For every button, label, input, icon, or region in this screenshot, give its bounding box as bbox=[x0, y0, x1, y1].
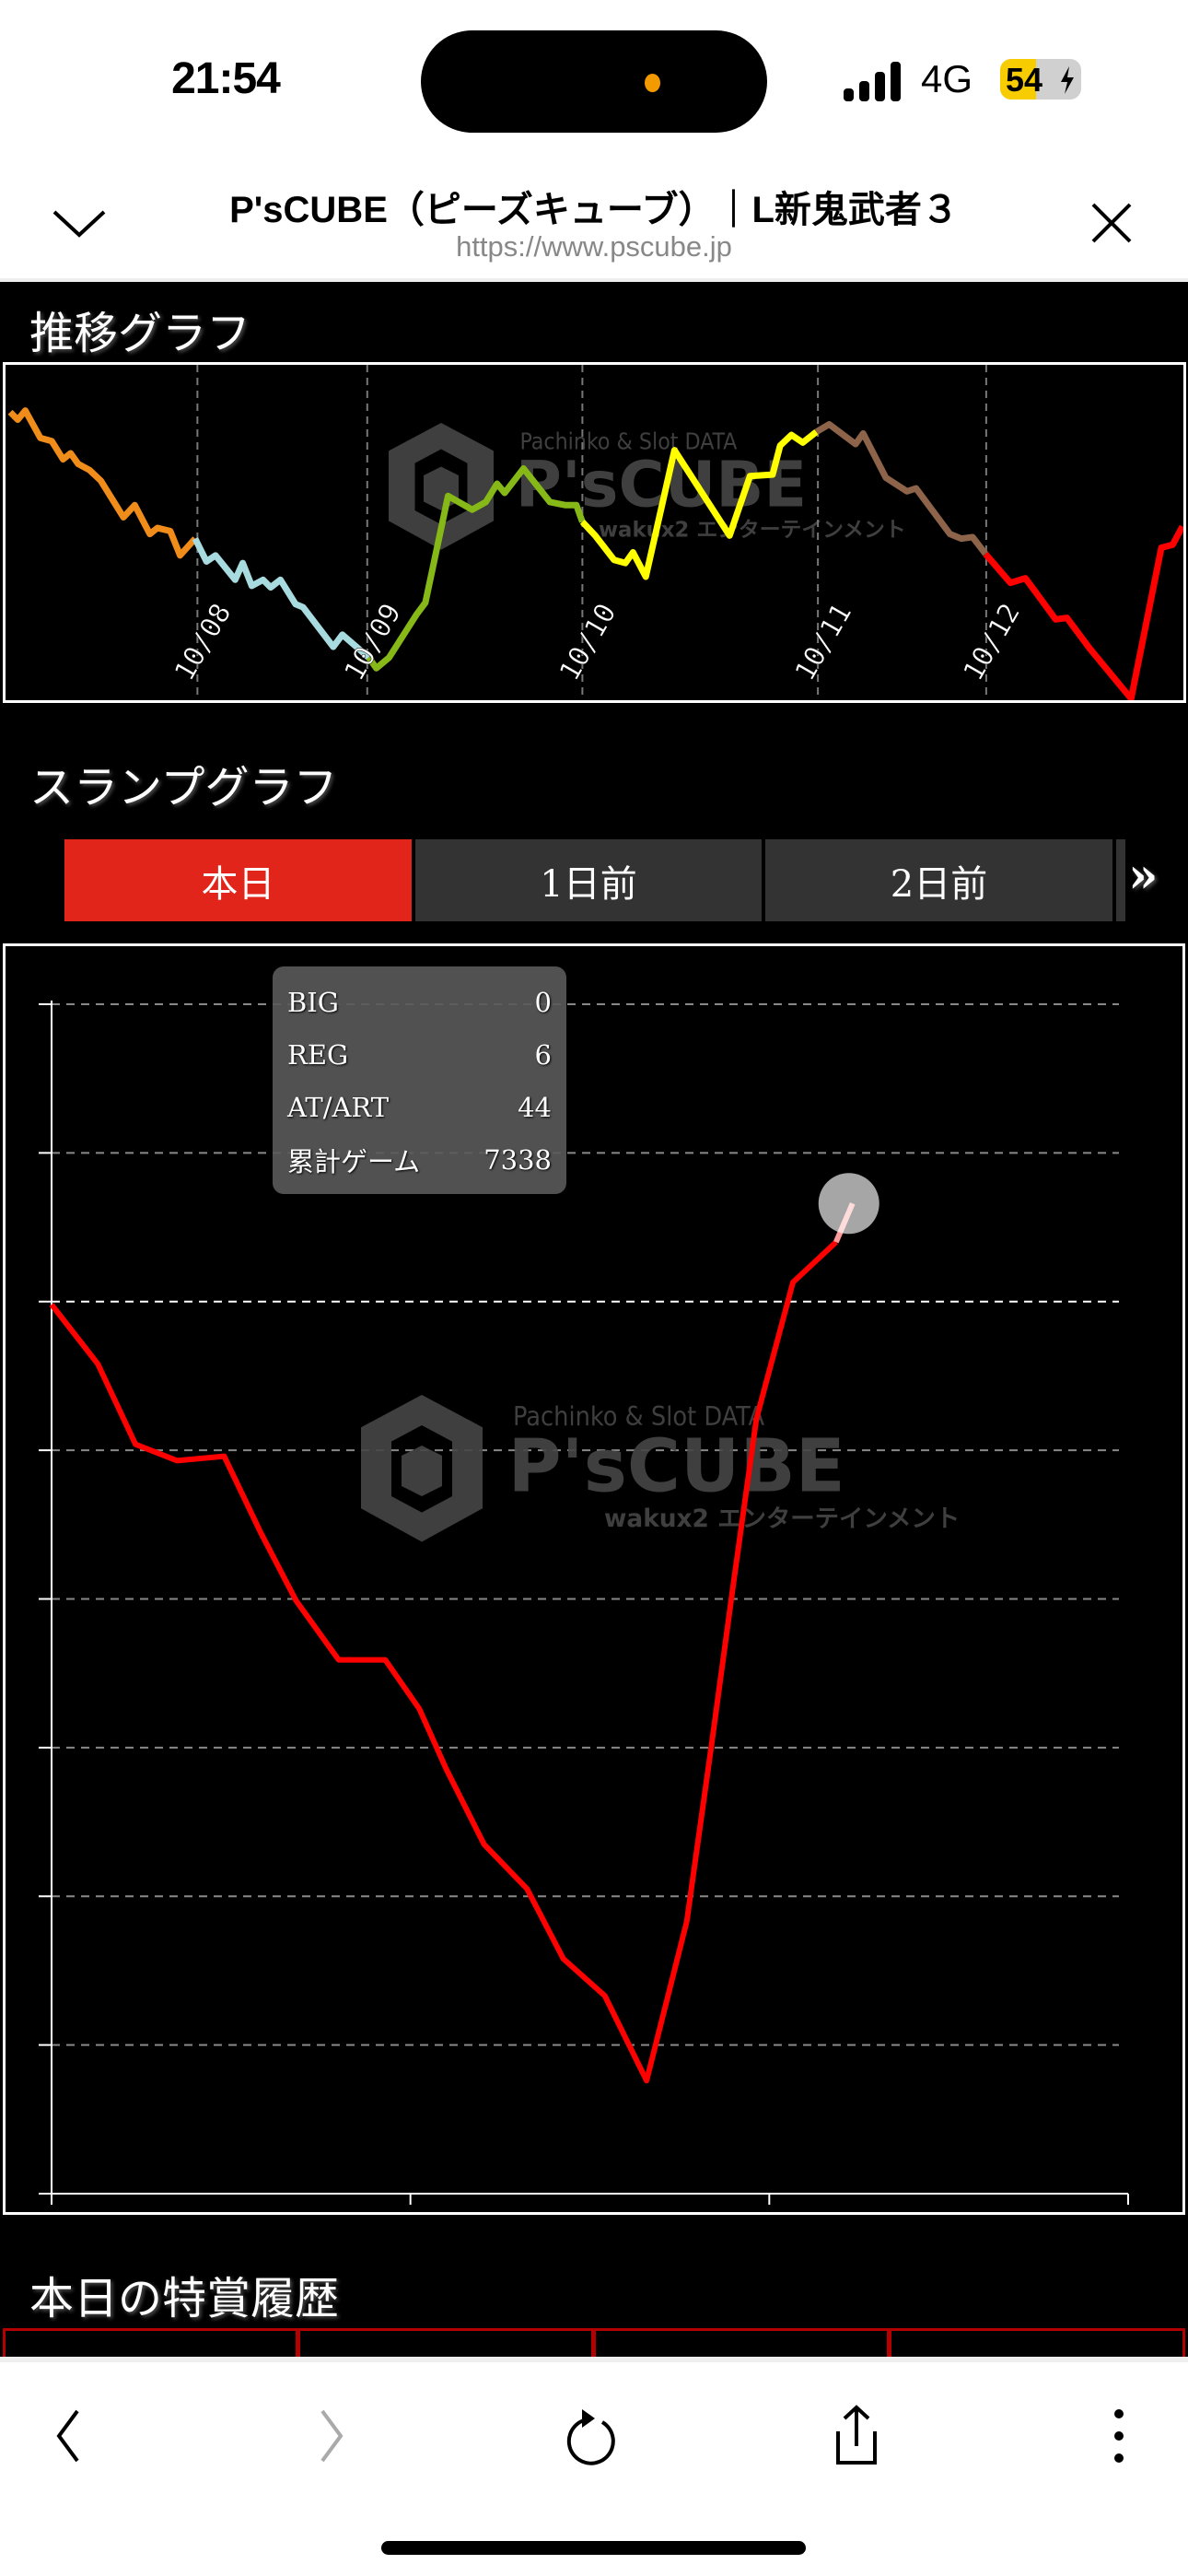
trend-series-1 bbox=[192, 537, 371, 661]
tooltip-row-big: BIG 0 bbox=[287, 976, 552, 1028]
forward-button[interactable] bbox=[295, 2399, 368, 2473]
cube-logo-icon bbox=[402, 1446, 442, 1496]
tooltip-row-at-art: AT/ART 44 bbox=[287, 1081, 552, 1133]
trend-graph: Pachinko & Slot DATA P'sCUBE wakux2 エンターテイ… bbox=[3, 362, 1186, 703]
history-table-cell bbox=[3, 2328, 298, 2357]
watermark-company: wakux2 エンターテインメント bbox=[604, 1505, 960, 1533]
tooltip-label: BIG bbox=[287, 986, 339, 1018]
history-table-cell bbox=[593, 2328, 890, 2357]
watermark-company: wakux2 エンターテインメント bbox=[599, 519, 906, 543]
tooltip-row-reg: REG 6 bbox=[287, 1028, 552, 1081]
tooltip-value: 6 bbox=[534, 1038, 552, 1071]
history-heading: 本日の特賞履歴 bbox=[29, 2273, 340, 2324]
trend-series-2 bbox=[366, 465, 586, 672]
watermark-brand: P'sCUBE bbox=[508, 1423, 845, 1509]
slump-line bbox=[49, 1240, 838, 2084]
tooltip-label: REG bbox=[287, 1038, 349, 1071]
tab-today[interactable]: 本日 bbox=[64, 839, 412, 921]
date-label: 10/10 bbox=[553, 598, 623, 686]
reload-button[interactable] bbox=[556, 2399, 630, 2473]
forward-icon bbox=[320, 2409, 344, 2463]
page-title: P'sCUBE（ピーズキューブ）｜L新鬼武者３ bbox=[229, 190, 959, 230]
tooltip-label: AT/ART bbox=[287, 1091, 390, 1123]
watermark-tagline: Pachinko & Slot DATA bbox=[520, 428, 739, 455]
trend-series-5 bbox=[983, 524, 1183, 700]
date-label: 10/08 bbox=[169, 598, 238, 686]
dynamic-island bbox=[421, 30, 767, 133]
signal-icon bbox=[844, 62, 901, 101]
trend-heading: 推移グラフ bbox=[29, 308, 251, 359]
tooltip-label: 累計ゲーム bbox=[287, 1145, 421, 1177]
more-button[interactable] bbox=[1082, 2399, 1156, 2473]
more-tabs-button[interactable]: » bbox=[1128, 848, 1159, 904]
battery-icon: 54 bbox=[1000, 59, 1081, 100]
chevron-down-icon[interactable] bbox=[52, 209, 107, 239]
tab-2-days-ago[interactable]: 2日前 bbox=[765, 839, 1112, 921]
back-button[interactable] bbox=[31, 2399, 105, 2473]
home-indicator[interactable] bbox=[381, 2541, 806, 2555]
watermark-tagline: Pachinko & Slot DATA bbox=[513, 1400, 765, 1432]
tooltip-value: 7338 bbox=[483, 1143, 552, 1176]
date-label: 10/12 bbox=[958, 598, 1027, 686]
tab-1-day-ago[interactable]: 1日前 bbox=[415, 839, 762, 921]
share-icon bbox=[836, 2405, 877, 2465]
back-icon bbox=[56, 2409, 79, 2463]
trend-series-4 bbox=[814, 421, 988, 556]
tooltip-value: 44 bbox=[518, 1091, 552, 1123]
share-button[interactable] bbox=[820, 2399, 893, 2473]
cube-logo-icon bbox=[424, 466, 459, 510]
network-type: 4G bbox=[921, 57, 973, 100]
battery-level: 54 bbox=[1006, 61, 1043, 99]
cube-logo-icon bbox=[361, 1395, 483, 1542]
browser-toolbar bbox=[0, 2357, 1188, 2576]
slump-graph: Pachinko & Slot DATA P'sCUBE wakux2 エンターテイ… bbox=[3, 943, 1185, 2215]
tab-3-days-ago-partial[interactable] bbox=[1116, 839, 1125, 921]
date-label: 10/11 bbox=[789, 598, 858, 686]
tooltip-row-total-games: 累計ゲーム 7338 bbox=[287, 1133, 552, 1186]
more-icon bbox=[1114, 2409, 1124, 2463]
charging-bolt-icon bbox=[1061, 66, 1074, 94]
reload-icon bbox=[566, 2409, 615, 2465]
cube-logo-icon bbox=[389, 423, 494, 550]
trend-series-3 bbox=[579, 429, 819, 580]
page-url[interactable]: https://www.pscube.jp bbox=[456, 230, 732, 263]
close-icon[interactable] bbox=[1090, 202, 1133, 244]
trend-series-0 bbox=[7, 407, 198, 559]
status-bar: 21:54 4G 54 bbox=[0, 0, 1188, 161]
history-table-cell bbox=[889, 2328, 1185, 2357]
data-tooltip: BIG 0 REG 6 AT/ART 44 累計ゲーム 7338 bbox=[273, 966, 566, 1194]
hover-point-marker bbox=[818, 1173, 879, 1235]
tooltip-value: 0 bbox=[534, 986, 552, 1018]
history-table-cell bbox=[297, 2328, 594, 2357]
privacy-indicator-icon bbox=[645, 74, 660, 92]
slump-heading: スランプグラフ bbox=[29, 762, 338, 814]
browser-header: P'sCUBE（ピーズキューブ）｜L新鬼武者３ https://www.pscu… bbox=[0, 161, 1188, 282]
clock: 21:54 bbox=[171, 54, 281, 103]
